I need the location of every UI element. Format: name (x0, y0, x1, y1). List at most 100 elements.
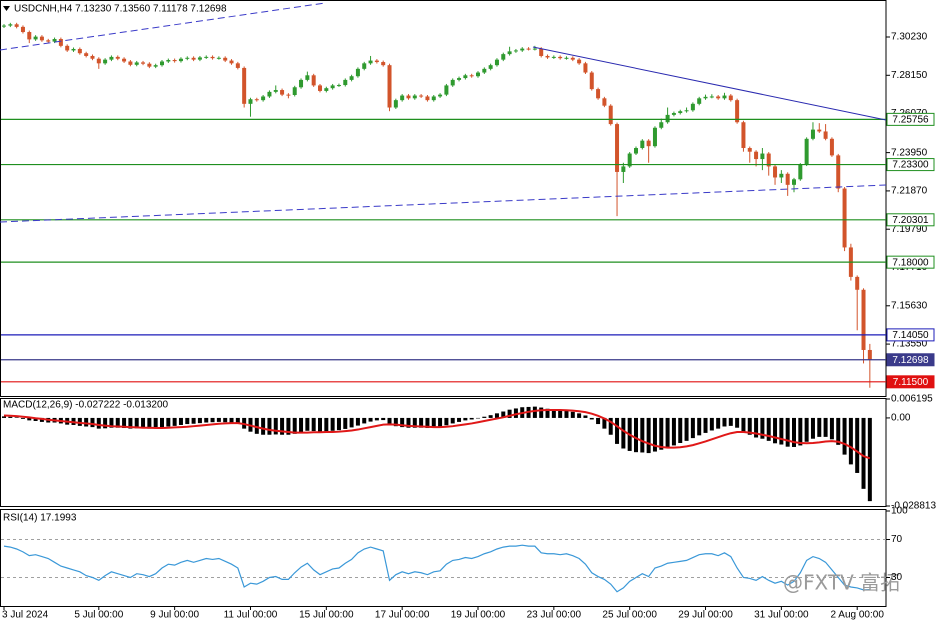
macd-bar (229, 417, 234, 423)
macd-bar (286, 417, 291, 435)
candle-body (747, 148, 752, 152)
macd-bar (84, 417, 89, 427)
menu-triangle[interactable] (3, 6, 10, 11)
candle-body (286, 94, 291, 96)
level-label-box (886, 112, 935, 126)
candle-body (798, 164, 803, 180)
candle-body (103, 59, 108, 64)
candle-body (324, 88, 329, 91)
candle-body (292, 87, 297, 95)
candle-body (14, 24, 19, 27)
rsi-panel (0, 509, 887, 607)
macd-bar (760, 417, 765, 439)
level-label-box (886, 255, 935, 269)
macd-bar (362, 417, 367, 424)
y-tick-label: 7.19790 (891, 224, 928, 235)
candle-body (539, 48, 544, 56)
macd-bar (621, 417, 626, 449)
candle-body (690, 103, 695, 111)
macd-bar (640, 417, 645, 453)
y-tick-label: 0.00 (891, 413, 911, 424)
candle-body (615, 124, 620, 172)
candle-body (210, 56, 215, 59)
level-label-box (886, 375, 935, 389)
y-tick-label: 100 (891, 506, 908, 517)
macd-bar (684, 417, 689, 441)
candle-body (362, 63, 367, 69)
candle-body (8, 24, 13, 26)
candle-body (709, 96, 714, 98)
candle-body (823, 131, 828, 139)
macd-bar (368, 417, 373, 422)
macd-bar (343, 417, 348, 429)
level-label-box (886, 158, 935, 172)
macd-bar (596, 417, 601, 425)
candle-body (191, 57, 196, 60)
candle-body (273, 90, 278, 92)
macd-bar (191, 417, 196, 424)
candle-body (393, 100, 398, 108)
level-label: 7.23300 (892, 160, 929, 171)
candle-body (501, 54, 506, 60)
candle-body (84, 53, 89, 56)
macd-bar (27, 417, 32, 421)
macd-bar (728, 417, 733, 426)
level-label: 7.18000 (892, 257, 929, 268)
macd-bar (393, 417, 398, 427)
macd-bar (551, 409, 556, 418)
x-tick-label: 3 Jul 2024 (2, 610, 49, 621)
x-tick-label: 5 Jul 00:00 (74, 610, 123, 621)
candle-body (46, 40, 51, 42)
level-label-box (886, 353, 935, 367)
level-label: 7.11500 (893, 377, 929, 388)
macd-bar (425, 417, 430, 429)
candle-body (311, 75, 316, 86)
macd-bar (254, 417, 259, 434)
macd-bar (722, 417, 727, 427)
macd-bar (14, 417, 19, 418)
candle-body (20, 26, 25, 33)
candle-body (90, 55, 95, 59)
candle-body (197, 57, 202, 60)
macd-bar (280, 417, 285, 435)
trend-line (0, 184, 887, 223)
macd-bar (709, 417, 714, 431)
macd-bar (273, 417, 278, 435)
candle-body (596, 89, 601, 99)
macd-bar (324, 417, 329, 432)
macd-bar (671, 417, 676, 446)
candle-body (2, 25, 6, 27)
macd-bar (558, 410, 563, 418)
watermark: @FXTV 富拓 (783, 571, 900, 595)
candle-body (476, 72, 480, 77)
candle-body (374, 60, 379, 63)
level-label: 7.20301 (892, 215, 929, 226)
macd-bar (652, 417, 657, 452)
macd-bar (431, 417, 436, 428)
macd-bar (754, 417, 759, 438)
candle-body (773, 166, 778, 178)
candle-body (634, 148, 638, 154)
candle-body (716, 96, 721, 99)
macd-bar (115, 417, 120, 428)
candle-body (216, 57, 221, 59)
candle-body (482, 68, 487, 73)
candle-body (526, 48, 531, 50)
candle-body (242, 67, 247, 104)
macd-bar (861, 417, 866, 489)
candle-body (425, 96, 430, 101)
candle-body (368, 60, 373, 64)
macd-bar (141, 417, 146, 429)
macd-bar (513, 408, 518, 418)
macd-bar (855, 417, 860, 473)
candle-body (153, 65, 158, 67)
candle-body (185, 57, 190, 59)
macd-bar (823, 417, 828, 437)
macd-bar (583, 415, 588, 418)
macd-bar (792, 417, 796, 447)
candle-body (861, 289, 866, 350)
macd-bar (128, 417, 133, 429)
macd-bar (716, 417, 721, 429)
candle-body (741, 122, 746, 149)
candle-body (779, 173, 784, 178)
